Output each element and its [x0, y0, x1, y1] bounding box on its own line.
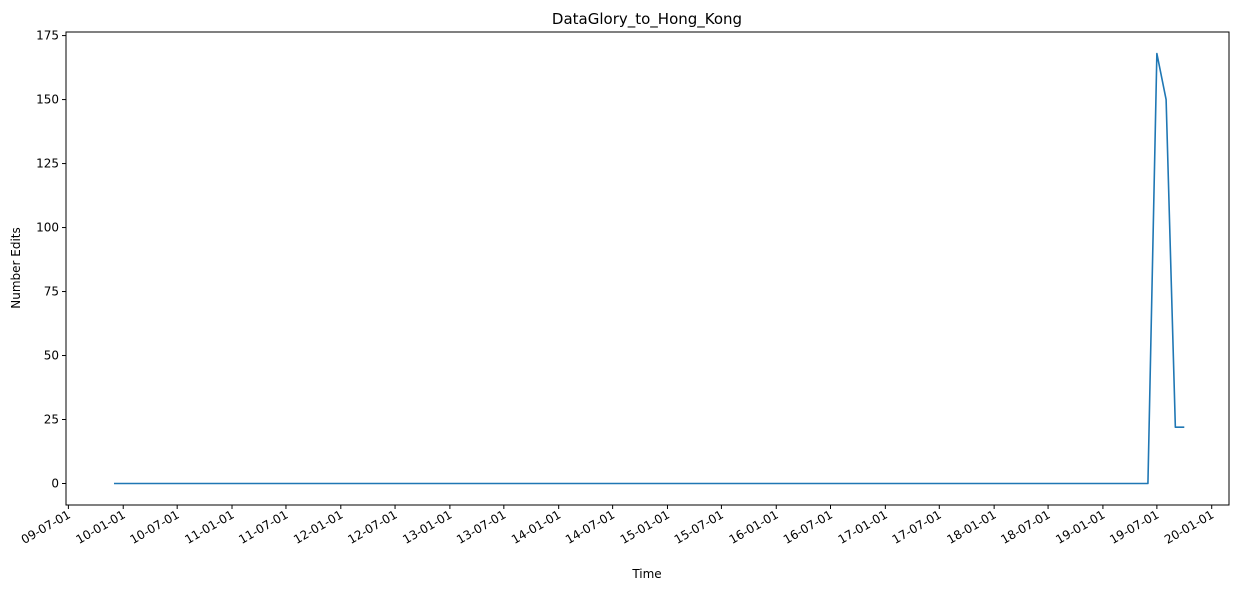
x-tick-label: 15-07-01	[672, 507, 726, 546]
x-tick-label: 12-07-01	[345, 507, 399, 546]
x-tick-label: 11-01-01	[182, 507, 236, 546]
y-tick-label: 50	[44, 349, 59, 363]
series-line	[113, 52, 1185, 485]
x-tick-label: 18-01-01	[944, 507, 998, 546]
x-tick-label: 17-07-01	[890, 507, 944, 546]
y-tick-label: 175	[36, 29, 59, 43]
x-tick-label: 10-07-01	[128, 507, 182, 546]
y-tick-label: 75	[44, 285, 59, 299]
x-tick-label: 16-01-01	[727, 507, 781, 546]
y-axis-label: Number Edits	[9, 227, 23, 309]
x-tick-label: 09-07-01	[19, 507, 73, 546]
x-tick-label: 19-07-01	[1107, 507, 1161, 546]
y-axis: 0 25 50 75 100 125 150 175	[36, 29, 66, 491]
x-tick-label: 11-07-01	[236, 507, 290, 546]
x-tick-label: 14-07-01	[563, 507, 617, 546]
y-tick-label: 100	[36, 221, 59, 235]
x-tick-label: 13-07-01	[454, 507, 508, 546]
y-tick-label: 25	[44, 413, 59, 427]
x-tick-label: 18-07-01	[998, 507, 1052, 546]
x-tick-label: 10-01-01	[74, 507, 128, 546]
chart-title: DataGlory_to_Hong_Kong	[552, 10, 742, 29]
y-tick-label: 150	[36, 93, 59, 107]
x-tick-label: 12-01-01	[291, 507, 345, 546]
x-tick-label: 13-01-01	[400, 507, 454, 546]
x-tick-label: 17-01-01	[836, 507, 890, 546]
x-tick-label: 15-01-01	[618, 507, 672, 546]
x-tick-label: 14-01-01	[509, 507, 563, 546]
x-axis-label: Time	[631, 567, 661, 581]
x-tick-label: 16-07-01	[781, 507, 835, 546]
x-tick-label: 19-01-01	[1053, 507, 1107, 546]
plot-frame	[65, 31, 1230, 506]
x-axis: 09-07-01 10-01-01 10-07-01 11-01-01 11-07-01…	[19, 505, 1216, 547]
x-tick-label: 20-01-01	[1162, 507, 1216, 546]
y-tick-label: 0	[51, 477, 59, 491]
y-tick-label: 125	[36, 157, 59, 171]
